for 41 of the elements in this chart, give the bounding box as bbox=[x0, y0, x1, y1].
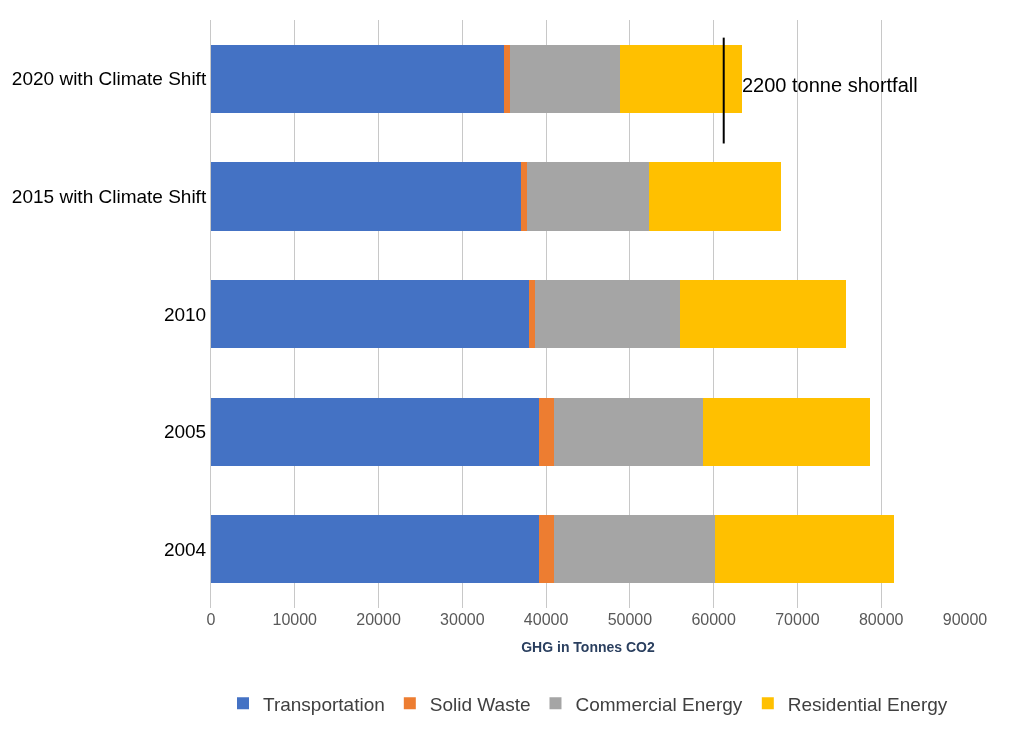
bar bbox=[554, 515, 716, 584]
x-tick-label: 30000 bbox=[440, 611, 485, 628]
y-tick-label: 2004 bbox=[163, 538, 207, 560]
bar bbox=[520, 162, 527, 231]
bar bbox=[539, 515, 555, 584]
bar bbox=[211, 515, 540, 584]
y-tick-label: 2020 with Climate Shift bbox=[11, 68, 207, 90]
x-tick-label: 60000 bbox=[691, 611, 737, 628]
bar bbox=[539, 397, 554, 466]
bar bbox=[504, 44, 511, 113]
bar bbox=[702, 397, 871, 466]
bar bbox=[529, 279, 536, 349]
x-tick-label: 10000 bbox=[272, 611, 318, 628]
y-tick-label: 2005 bbox=[163, 421, 207, 443]
y-tick-label: 2015 with Climate Shift bbox=[11, 186, 207, 208]
x-tick-label: 20000 bbox=[356, 611, 401, 628]
x-tick-label: 40000 bbox=[523, 611, 569, 628]
legend-label: Residential Energy bbox=[787, 693, 948, 715]
legend-label: Solid Waste bbox=[429, 693, 531, 715]
bar bbox=[510, 44, 620, 113]
bar bbox=[526, 162, 650, 231]
x-axis-title: GHG in Tonnes CO2 bbox=[521, 639, 655, 656]
bar bbox=[211, 162, 521, 231]
x-tick-label: 50000 bbox=[607, 611, 653, 628]
y-tick-label: 2010 bbox=[163, 303, 207, 325]
x-tick-label: 70000 bbox=[775, 611, 820, 628]
bar bbox=[649, 162, 781, 231]
bar bbox=[211, 44, 505, 113]
bar bbox=[680, 279, 847, 349]
x-tick-label: 90000 bbox=[942, 611, 988, 628]
ref-line-label: 2200 tonne shortfall bbox=[742, 74, 918, 96]
x-tick-label: 80000 bbox=[858, 611, 904, 628]
bar bbox=[715, 515, 894, 584]
bar bbox=[535, 279, 681, 349]
bar bbox=[553, 397, 703, 466]
bar bbox=[211, 397, 540, 466]
x-tick-label: 0 bbox=[206, 611, 216, 628]
legend-label: Transportation bbox=[263, 693, 385, 715]
bar bbox=[619, 44, 743, 113]
legend-label: Commercial Energy bbox=[575, 693, 743, 715]
bar bbox=[211, 279, 530, 349]
